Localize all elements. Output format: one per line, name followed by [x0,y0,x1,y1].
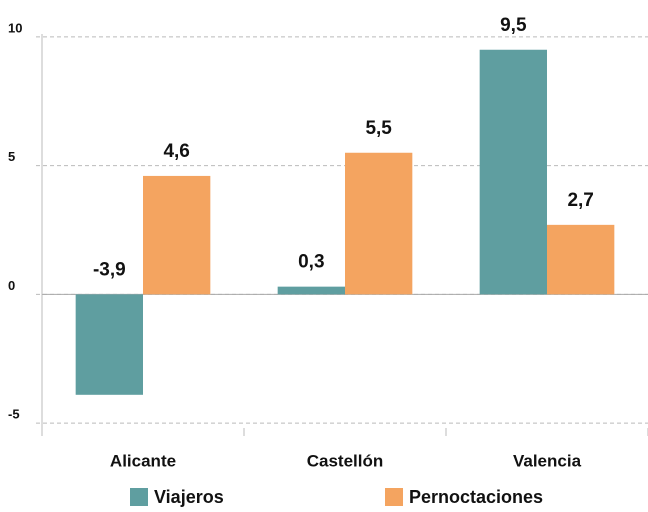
bar [345,152,413,295]
bar [75,294,143,395]
bar [143,175,211,295]
x-tick-label: Valencia [513,451,582,470]
x-tick-label: Castellón [307,451,384,470]
y-tick-label: 5 [8,149,15,164]
legend-swatch [130,488,148,506]
bar [547,224,615,295]
y-tick-label: 10 [8,20,22,35]
value-label: 9,5 [500,15,527,36]
value-label: 4,6 [163,141,189,162]
legend-label: Pernoctaciones [409,487,543,507]
value-label: 5,5 [365,118,392,139]
legend-swatch [385,488,403,506]
y-tick-label: 0 [8,278,15,293]
x-tick-label: Alicante [110,451,176,470]
bar [479,49,547,295]
legend-label: Viajeros [154,487,224,507]
y-tick-label: -5 [8,407,20,422]
value-label: 0,3 [298,252,324,273]
value-label: -3,9 [93,259,126,280]
value-label: 2,7 [567,190,593,211]
bar [277,286,345,295]
